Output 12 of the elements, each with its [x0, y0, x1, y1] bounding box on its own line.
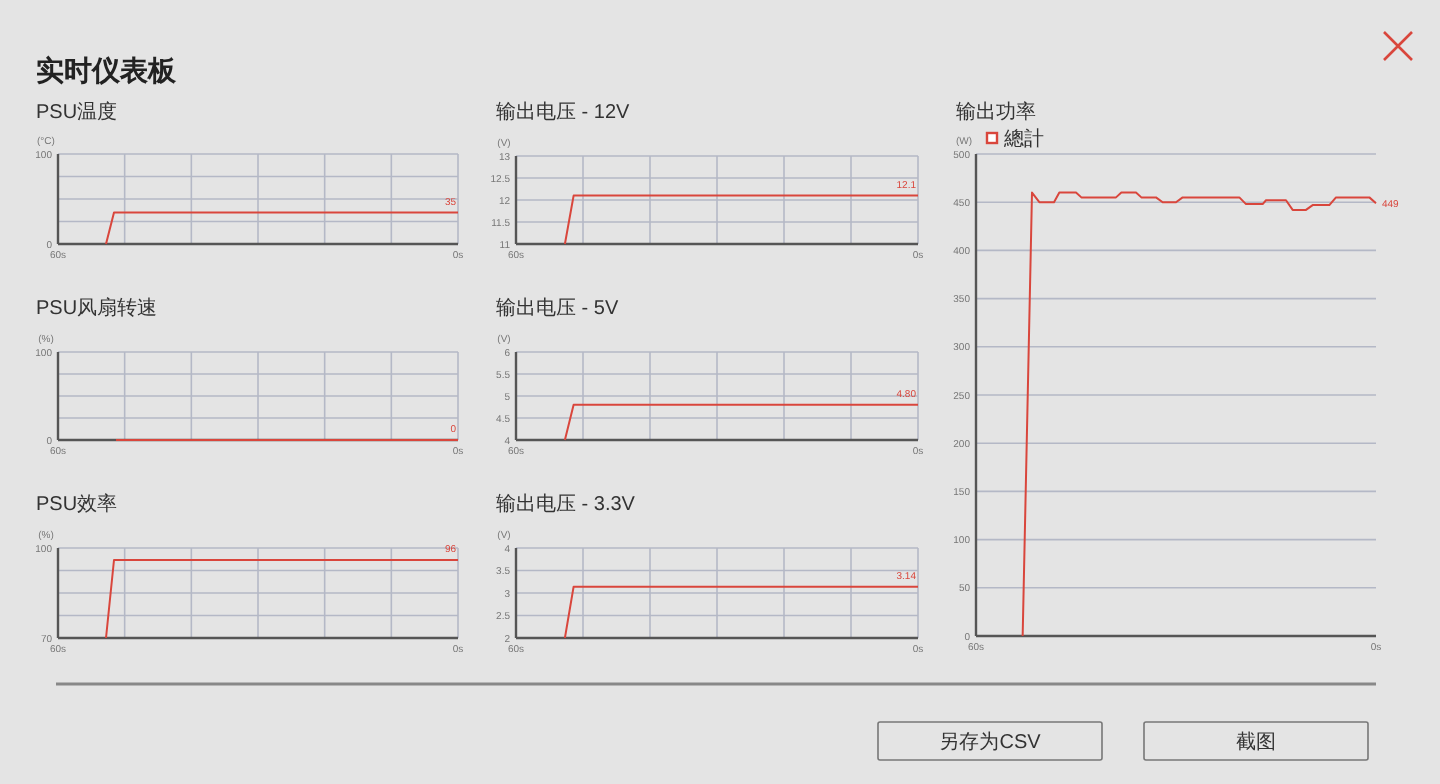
chart-title: 输出电压 - 12V — [496, 100, 631, 124]
chart-title: 输出功率 — [956, 100, 1036, 124]
text: 截图 — [1236, 730, 1276, 754]
text: 实时仪表板 — [36, 54, 178, 86]
chart-title: PSU效率 — [36, 492, 118, 516]
chart-title: PSU温度 — [36, 100, 118, 124]
text: 另存为CSV — [939, 730, 1042, 754]
line-series — [1021, 191, 1377, 637]
chart-title: PSU风扇转速 — [36, 296, 158, 320]
chart-title: 输出电压 - 3.3V — [496, 492, 636, 516]
legend-label: 總計 — [1002, 127, 1044, 151]
chart-title: 输出电压 - 5V — [496, 296, 619, 320]
